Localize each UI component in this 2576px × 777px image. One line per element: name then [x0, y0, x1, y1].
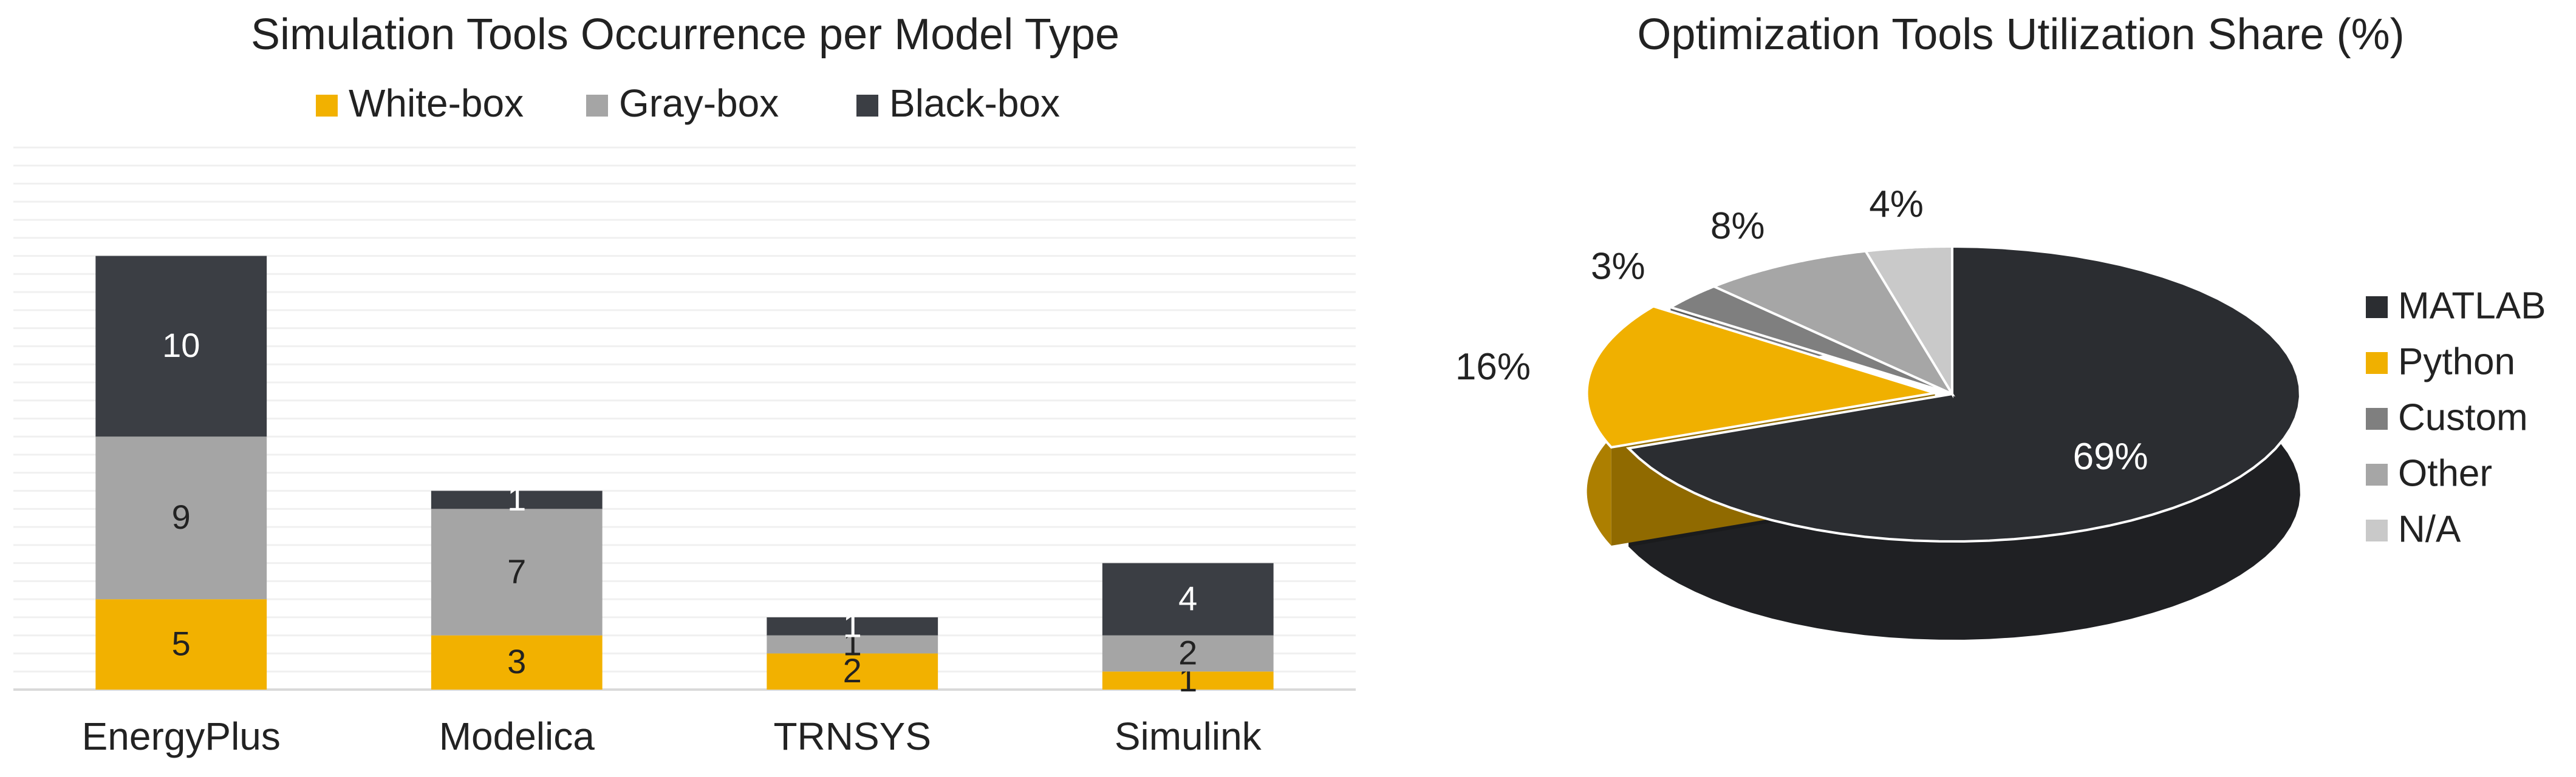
legend-swatch	[316, 95, 338, 117]
legend-swatch	[2366, 296, 2388, 318]
legend-swatch	[2366, 520, 2388, 541]
data-label: 8%	[1710, 205, 1765, 247]
data-label: 7	[507, 552, 526, 590]
data-label: 3%	[1591, 246, 1645, 288]
legend-label: MATLAB	[2398, 285, 2546, 327]
bar-segment	[95, 599, 267, 690]
data-label: 16%	[1455, 346, 1531, 388]
data-label: 2	[843, 651, 862, 690]
bar-segment	[1102, 563, 1274, 636]
data-label: 4	[1178, 579, 1197, 617]
pie-slice	[1864, 245, 1953, 399]
legend-label: Gray-box	[619, 81, 779, 125]
legend-label: Other	[2398, 452, 2492, 494]
data-label: 69%	[2073, 436, 2148, 478]
legend-swatch	[2366, 352, 2388, 374]
data-label: 4%	[1869, 183, 1924, 225]
bar-segment	[95, 436, 267, 600]
x-tick-label: Simulink	[1115, 714, 1262, 758]
legend-label: White-box	[349, 81, 524, 125]
pie-slice	[1667, 285, 1953, 395]
legend-swatch	[856, 95, 878, 117]
legend-label: Python	[2398, 341, 2515, 382]
x-tick-label: EnergyPlus	[82, 714, 281, 758]
data-label: 2	[1178, 633, 1197, 671]
bar-segment	[431, 509, 603, 636]
bar-segment	[1102, 671, 1274, 690]
x-tick-label: TRNSYS	[773, 714, 931, 758]
legend-swatch	[586, 95, 608, 117]
x-tick-label: Modelica	[439, 714, 595, 758]
bar-segment	[431, 635, 603, 690]
legend-swatch	[2366, 408, 2388, 430]
bar-chart-title: Simulation Tools Occurrence per Model Ty…	[251, 10, 1119, 59]
legend-swatch	[2366, 464, 2388, 486]
legend-label: Custom	[2398, 396, 2528, 438]
data-label: 5	[172, 624, 191, 662]
bar-segment	[431, 490, 603, 509]
bar-segment	[95, 256, 267, 437]
pie-chart-title: Optimization Tools Utilization Share (%)	[1637, 10, 2404, 59]
bar-segment	[767, 635, 938, 654]
data-label: 1	[843, 606, 862, 645]
pie-slice	[1710, 249, 1956, 397]
pie-slice	[1585, 305, 1936, 449]
pie-slice	[1625, 245, 2301, 543]
data-label: 3	[507, 642, 526, 680]
data-label: 10	[162, 326, 200, 364]
bar-segment	[767, 617, 938, 636]
data-label: 1	[507, 480, 526, 518]
data-label: 9	[172, 498, 191, 536]
bar-segment	[767, 653, 938, 690]
legend-label: N/A	[2398, 508, 2461, 550]
legend-label: Black-box	[889, 81, 1060, 125]
bar-segment	[1102, 635, 1274, 672]
